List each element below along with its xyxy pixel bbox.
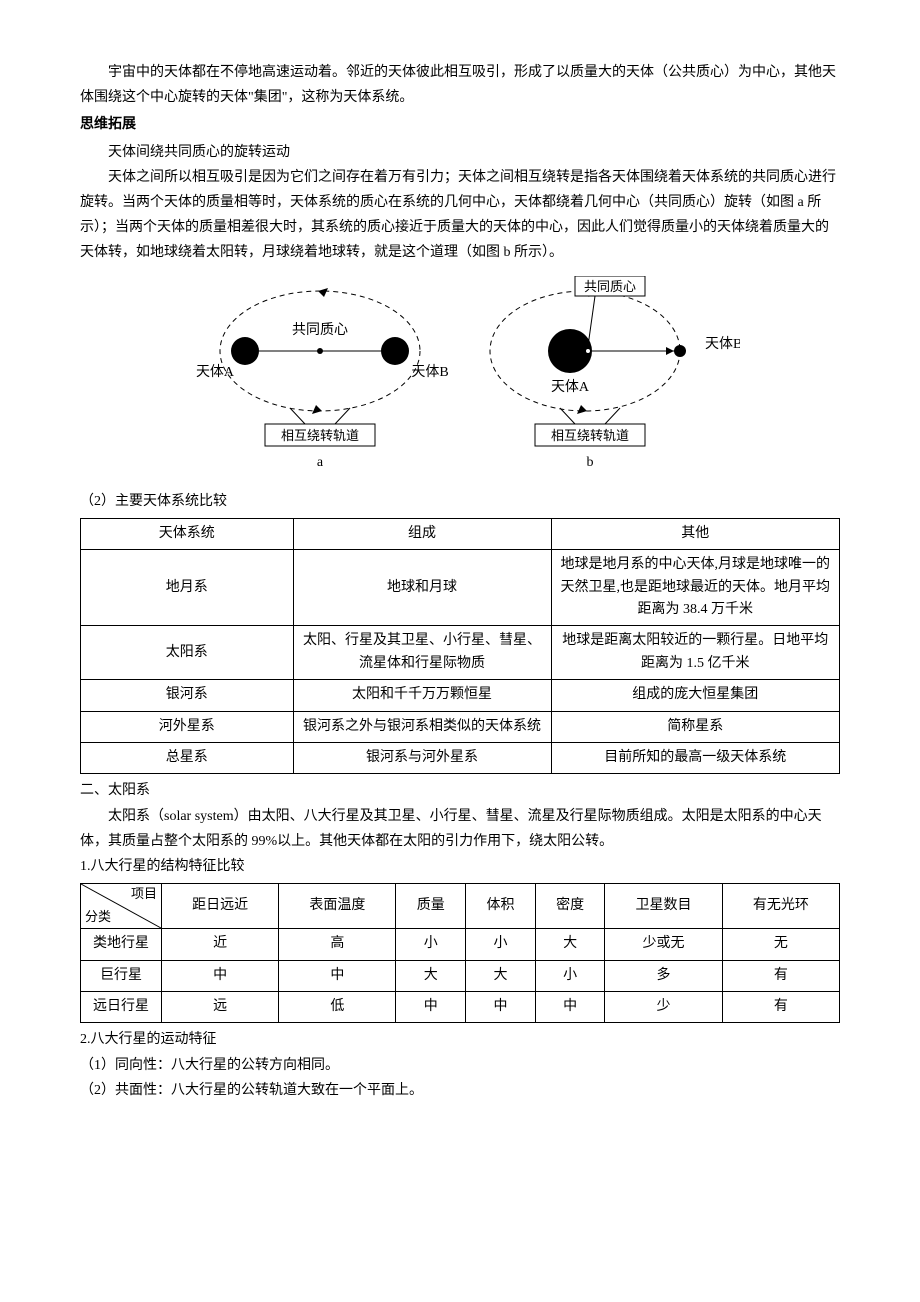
cell: 地球是地月系的中心天体,月球是地球唯一的天然卫星,也是距地球最近的天体。地月平均… [551, 550, 839, 626]
cell: 巨行星 [81, 960, 162, 991]
th: 距日远近 [162, 884, 279, 929]
rotation-title: 天体间绕共同质心的旋转运动 [80, 140, 840, 165]
diag-b-bodyB-label: 天体B [705, 336, 740, 352]
th-other: 其他 [551, 518, 839, 549]
planets-structure-table: 项目 分类 距日远近 表面温度 质量 体积 密度 卫星数目 有无光环 类地行星 … [80, 883, 840, 1023]
cell: 中 [279, 960, 396, 991]
th-composition: 组成 [293, 518, 551, 549]
diag-b-label: b [587, 455, 594, 470]
cell: 银河系 [81, 680, 294, 711]
cell: 地球和月球 [293, 550, 551, 626]
cell: 目前所知的最高一级天体系统 [551, 743, 839, 774]
diag-a-center-label: 共同质心 [292, 322, 348, 338]
th: 质量 [396, 884, 466, 929]
cell: 简称星系 [551, 711, 839, 742]
intro-paragraph: 宇宙中的天体都在不停地高速运动着。邻近的天体彼此相互吸引，形成了以质量大的天体（… [80, 60, 840, 110]
cell: 中 [466, 991, 536, 1022]
motion-item-2: （2）共面性：八大行星的公转轨道大致在一个平面上。 [80, 1078, 840, 1103]
cell: 太阳和千千万万颗恒星 [293, 680, 551, 711]
cell: 太阳、行星及其卫星、小行星、彗星、流星体和行星际物质 [293, 626, 551, 680]
table-row: 巨行星 中 中 大 大 小 多 有 [81, 960, 840, 991]
cell: 组成的庞大恒星集团 [551, 680, 839, 711]
cell: 大 [535, 929, 605, 960]
cell: 无 [722, 929, 839, 960]
cell: 大 [466, 960, 536, 991]
cell: 远日行星 [81, 991, 162, 1022]
cell: 小 [396, 929, 466, 960]
diag-a-bodyA-label: 天体A [196, 364, 235, 380]
rotation-explanation: 天体之间所以相互吸引是因为它们之间存在着万有引力；天体之间相互绕转是指各天体围绕… [80, 165, 840, 266]
diag-header-top: 项目 [131, 884, 157, 905]
table2-caption: 1.八大行星的结构特征比较 [80, 854, 840, 879]
solar-system-paragraph: 太阳系（solar system）由太阳、八大行星及其卫星、小行星、彗星、流星及… [80, 804, 840, 854]
cell: 中 [535, 991, 605, 1022]
diag-header-bottom: 分类 [85, 907, 111, 928]
th: 卫星数目 [605, 884, 722, 929]
cell: 高 [279, 929, 396, 960]
cell: 多 [605, 960, 722, 991]
diag-a-label: a [317, 455, 324, 470]
table-row: 银河系 太阳和千千万万颗恒星 组成的庞大恒星集团 [81, 680, 840, 711]
cell: 地月系 [81, 550, 294, 626]
table-row: 总星系 银河系与河外星系 目前所知的最高一级天体系统 [81, 743, 840, 774]
table-row: 河外星系 银河系之外与银河系相类似的天体系统 简称星系 [81, 711, 840, 742]
diag-b-bodyA-label: 天体A [551, 379, 590, 395]
cell: 中 [396, 991, 466, 1022]
cell: 大 [396, 960, 466, 991]
th: 表面温度 [279, 884, 396, 929]
expand-heading: 思维拓展 [80, 112, 840, 137]
table-header-row: 天体系统 组成 其他 [81, 518, 840, 549]
diag-b-orbit-label: 相互绕转轨道 [551, 428, 629, 443]
table-row: 太阳系 太阳、行星及其卫星、小行星、彗星、流星体和行星际物质 地球是距离太阳较近… [81, 626, 840, 680]
cell: 类地行星 [81, 929, 162, 960]
cell: 小 [466, 929, 536, 960]
cell: 低 [279, 991, 396, 1022]
table-row: 类地行星 近 高 小 小 大 少或无 无 [81, 929, 840, 960]
cell: 远 [162, 991, 279, 1022]
cell: 地球是距离太阳较近的一颗行星。日地平均距离为 1.5 亿千米 [551, 626, 839, 680]
th: 有无光环 [722, 884, 839, 929]
cell: 近 [162, 929, 279, 960]
cell: 总星系 [81, 743, 294, 774]
cell: 少 [605, 991, 722, 1022]
diag-b-center-label: 共同质心 [584, 279, 636, 294]
cell: 有 [722, 991, 839, 1022]
diag-a-orbit-label: 相互绕转轨道 [281, 428, 359, 443]
th: 密度 [535, 884, 605, 929]
cell: 小 [535, 960, 605, 991]
table-row: 地月系 地球和月球 地球是地月系的中心天体,月球是地球唯一的天然卫星,也是距地球… [81, 550, 840, 626]
cell: 有 [722, 960, 839, 991]
motion-heading: 2.八大行星的运动特征 [80, 1027, 840, 1052]
table1-caption: （2）主要天体系统比较 [80, 489, 840, 514]
diag-a-bodyB-label: 天体B [411, 364, 448, 380]
motion-item-1: （1）同向性：八大行星的公转方向相同。 [80, 1053, 840, 1078]
section2-heading: 二、太阳系 [80, 778, 840, 803]
cell: 河外星系 [81, 711, 294, 742]
cell: 中 [162, 960, 279, 991]
cell: 少或无 [605, 929, 722, 960]
table-header-row: 项目 分类 距日远近 表面温度 质量 体积 密度 卫星数目 有无光环 [81, 884, 840, 929]
cell: 银河系与河外星系 [293, 743, 551, 774]
cell: 太阳系 [81, 626, 294, 680]
celestial-systems-table: 天体系统 组成 其他 地月系 地球和月球 地球是地月系的中心天体,月球是地球唯一… [80, 518, 840, 775]
cell: 银河系之外与银河系相类似的天体系统 [293, 711, 551, 742]
table-row: 远日行星 远 低 中 中 中 少 有 [81, 991, 840, 1022]
th: 体积 [466, 884, 536, 929]
orbit-diagram: 共同质心 天体A 天体B 相互绕转轨道 a 共同质心 天体A 天体B [80, 276, 840, 485]
th-system: 天体系统 [81, 518, 294, 549]
